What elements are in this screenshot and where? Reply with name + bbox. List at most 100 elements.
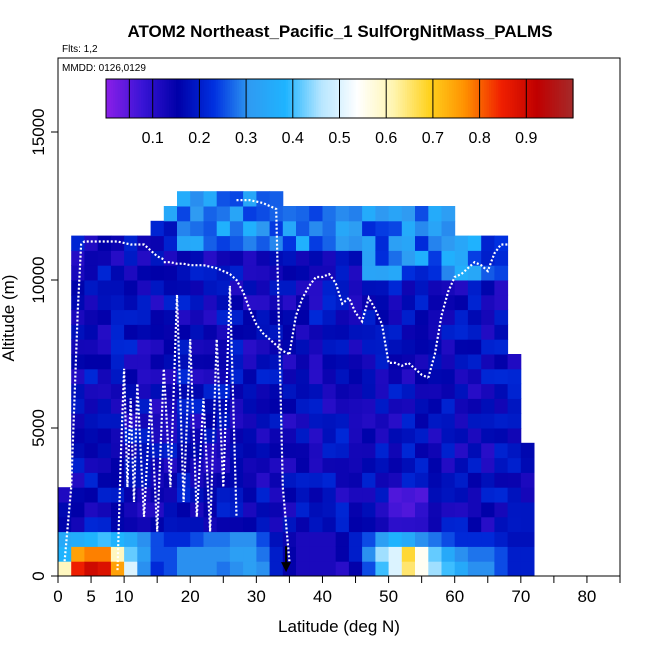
heatmap-cell: [362, 502, 376, 518]
heatmap-cell: [256, 354, 271, 370]
heatmap-cell: [481, 294, 495, 311]
colorbar-segment: [290, 79, 294, 118]
heatmap-cell: [282, 309, 297, 325]
heatmap-cell: [322, 383, 337, 399]
heatmap-cell: [481, 472, 495, 488]
heatmap-cell: [467, 487, 482, 503]
heatmap-cell: [150, 531, 165, 547]
heatmap-cell: [282, 502, 297, 518]
heatmap-cell: [467, 561, 482, 577]
heatmap-cell: [494, 561, 509, 577]
heatmap-cell: [375, 324, 390, 340]
colorbar-segment: [495, 79, 499, 118]
heatmap-cell: [335, 398, 350, 414]
heatmap-cell: [494, 487, 509, 503]
heatmap-cell: [348, 354, 363, 370]
heatmap-cell: [269, 339, 284, 355]
heatmap-cell: [282, 250, 297, 266]
heatmap-cell: [362, 546, 376, 562]
colorbar-segment: [563, 79, 567, 118]
heatmap-cell: [335, 309, 350, 325]
heatmap-cell: [84, 442, 99, 459]
heatmap-cell: [177, 531, 191, 547]
heatmap-cell: [137, 339, 151, 355]
heatmap-cell: [216, 250, 231, 266]
heatmap-cell: [84, 546, 99, 562]
colorbar-segment: [320, 79, 324, 118]
heatmap-cell: [428, 457, 442, 473]
heatmap-cell: [177, 324, 191, 340]
colorbar-segment: [374, 79, 378, 118]
colorbar-segment: [465, 79, 469, 118]
heatmap-cell: [203, 294, 218, 311]
heatmap-cell: [454, 368, 469, 385]
heatmap-cell: [507, 398, 522, 414]
colorbar-segment: [414, 79, 418, 118]
heatmap-cell: [322, 398, 337, 414]
colorbar-segment: [397, 79, 401, 118]
heatmap-cell: [362, 339, 376, 355]
heatmap-cell: [362, 472, 376, 488]
heatmap-cell: [269, 487, 284, 503]
heatmap-cell: [177, 502, 191, 518]
heatmap-cell: [454, 235, 469, 251]
heatmap-cell: [481, 502, 495, 518]
heatmap-cell: [401, 250, 416, 266]
heatmap-cell: [388, 398, 403, 414]
colorbar-segment: [288, 79, 292, 118]
colorbar-segment: [309, 79, 313, 118]
x-tick-label: 50: [379, 587, 398, 606]
colorbar-segment: [311, 79, 315, 118]
heatmap-cell: [296, 442, 310, 459]
heatmap-cell: [190, 457, 204, 473]
heatmap-cell: [243, 428, 257, 444]
colorbar-segment: [383, 79, 387, 118]
heatmap-cell: [415, 502, 429, 518]
heatmap-cell: [454, 324, 469, 340]
heatmap-cell: [137, 368, 151, 385]
colorbar-segment: [316, 79, 320, 118]
heatmap-cell: [441, 324, 456, 340]
heatmap-cell: [137, 294, 151, 311]
heatmap-cell: [124, 250, 138, 266]
heatmap-cell: [243, 457, 257, 473]
heatmap-cell: [415, 472, 429, 488]
heatmap-cell: [163, 457, 178, 473]
heatmap-cell: [150, 413, 165, 429]
heatmap-cell: [401, 294, 416, 311]
heatmap-cell: [375, 294, 390, 311]
heatmap-cell: [296, 354, 310, 370]
heatmap-cell: [441, 561, 456, 577]
heatmap-cell: [415, 339, 429, 355]
heatmap-cell: [467, 472, 482, 488]
colorbar-segment: [526, 79, 530, 118]
heatmap-cell: [335, 220, 350, 237]
heatmap-cell: [362, 516, 376, 533]
heatmap-cell: [163, 265, 178, 281]
colorbar-segment: [197, 79, 201, 118]
heatmap-cell: [309, 502, 323, 518]
heatmap-cell: [269, 354, 284, 370]
heatmap-cell: [454, 398, 469, 414]
heatmap-cell: [137, 324, 151, 340]
heatmap-cell: [322, 516, 337, 533]
heatmap-cell: [256, 472, 271, 488]
marker-layer: [281, 546, 292, 573]
flight-track: [288, 272, 429, 379]
colorbar-segment: [164, 79, 168, 118]
heatmap-cell: [216, 383, 231, 399]
colorbar-segment: [276, 79, 280, 118]
heatmap-cell: [428, 383, 442, 399]
heatmap-cell: [137, 457, 151, 473]
colorbar-segment: [323, 79, 327, 118]
heatmap-cell: [348, 546, 363, 562]
colorbar-segment: [229, 79, 233, 118]
heatmap-cell: [269, 561, 284, 577]
heatmap-cell: [203, 531, 218, 547]
colorbar-segment: [199, 79, 203, 118]
heatmap-cell: [190, 294, 204, 311]
heatmap-cell: [137, 309, 151, 325]
heatmap-cell: [454, 280, 469, 296]
heatmap-cell: [150, 487, 165, 503]
flight-track: [116, 285, 238, 571]
